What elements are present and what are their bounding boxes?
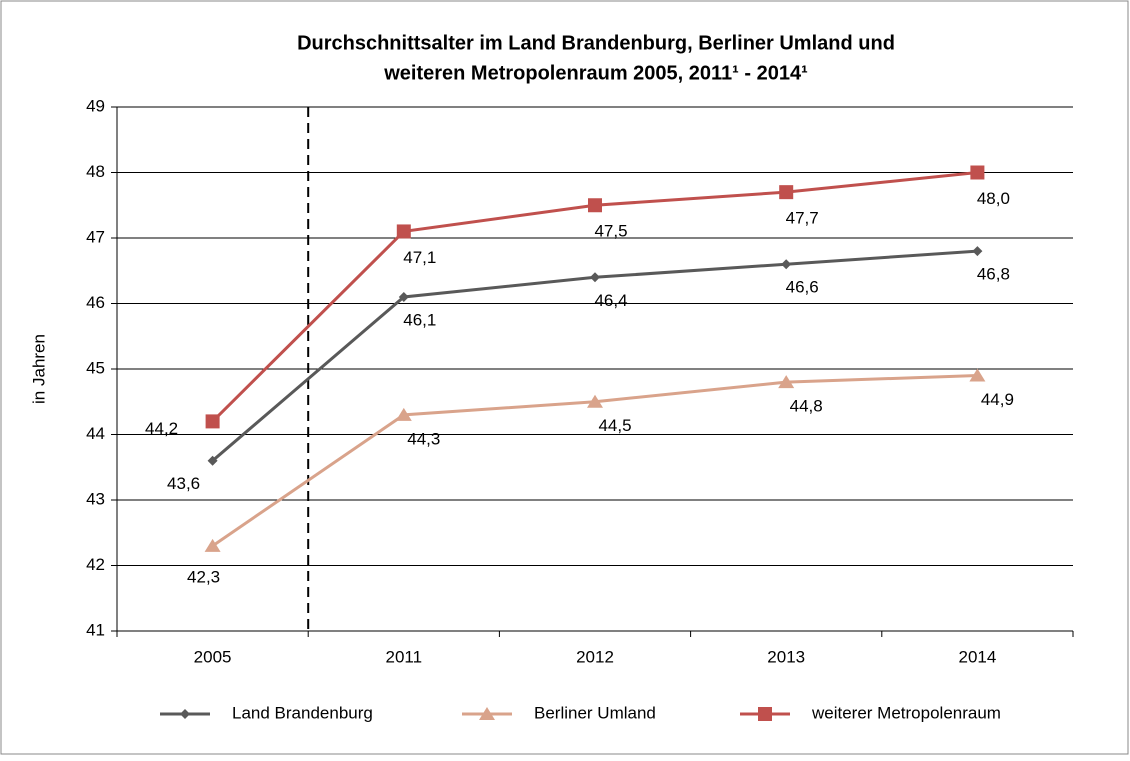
- y-tick-label: 47: [86, 227, 105, 246]
- y-axis-label: in Jahren: [29, 334, 48, 404]
- data-label: 46,1: [403, 310, 436, 329]
- point-marker: [779, 185, 794, 200]
- data-label: 47,1: [403, 248, 436, 267]
- x-tick-label: 2011: [386, 647, 423, 666]
- data-label: 44,2: [145, 419, 178, 438]
- legend-marker: [180, 709, 190, 719]
- y-tick-label: 44: [86, 424, 105, 443]
- point-marker: [781, 259, 792, 270]
- y-tick-label: 46: [86, 293, 105, 312]
- legend-label: weiterer Metropolenraum: [811, 703, 1001, 722]
- data-label: 44,8: [790, 397, 823, 416]
- chart-title: weiteren Metropolenraum 2005, 2011¹ - 20…: [383, 62, 808, 84]
- legend-label: Land Brandenburg: [232, 703, 373, 722]
- y-tick-label: 43: [86, 489, 105, 508]
- data-label: 46,8: [977, 265, 1010, 284]
- data-label: 47,7: [786, 209, 819, 228]
- y-tick-label: 49: [86, 96, 105, 115]
- point-marker: [972, 246, 983, 257]
- point-marker: [588, 198, 602, 213]
- y-tick-label: 45: [86, 358, 105, 377]
- point-marker: [969, 368, 986, 382]
- legend-marker: [479, 707, 495, 720]
- data-label: 46,6: [786, 278, 819, 297]
- point-marker: [395, 407, 412, 421]
- x-tick-label: 2005: [194, 647, 232, 666]
- y-tick-label: 42: [86, 555, 105, 574]
- y-tick-label: 41: [86, 620, 105, 639]
- data-label: 46,4: [594, 291, 627, 310]
- data-label: 47,5: [594, 222, 627, 241]
- point-marker: [778, 375, 795, 389]
- chart-title: Durchschnittsalter im Land Brandenburg, …: [297, 32, 895, 54]
- data-label: 44,5: [598, 416, 631, 435]
- point-marker: [398, 291, 409, 302]
- point-marker: [396, 224, 411, 239]
- y-tick-label: 48: [86, 162, 105, 181]
- x-tick-label: 2014: [958, 647, 996, 666]
- point-marker: [207, 455, 218, 466]
- point-marker: [204, 538, 221, 552]
- x-tick-label: 2013: [767, 647, 805, 666]
- point-marker: [205, 414, 220, 429]
- data-label: 44,9: [981, 390, 1014, 409]
- data-label: 42,3: [187, 567, 220, 586]
- data-label: 44,3: [407, 429, 440, 448]
- legend-marker: [758, 707, 772, 721]
- point-marker: [970, 165, 985, 180]
- legend-label: Berliner Umland: [534, 703, 656, 722]
- point-marker: [590, 272, 600, 283]
- data-label: 43,6: [167, 474, 200, 493]
- x-tick-label: 2012: [576, 647, 614, 666]
- point-marker: [587, 394, 603, 408]
- data-label: 48,0: [977, 189, 1010, 208]
